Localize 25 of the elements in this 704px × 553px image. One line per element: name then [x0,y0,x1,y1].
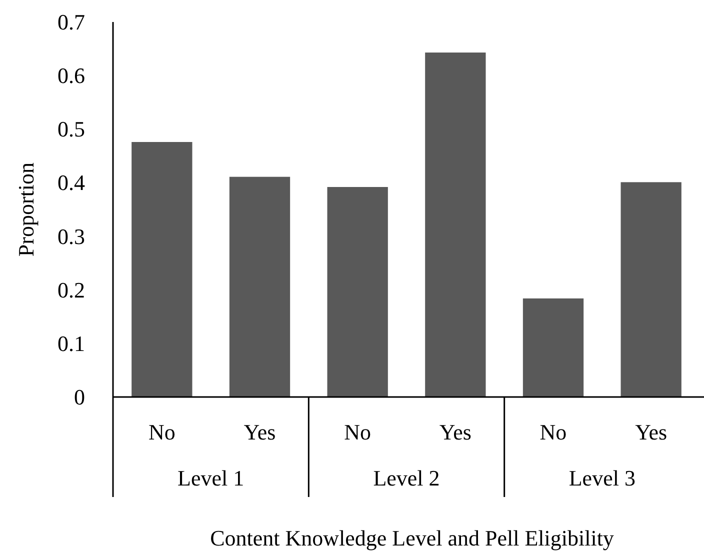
x-tick-label: Yes [244,420,276,444]
y-axis-title: Proportion [14,162,38,257]
x-tick-label: No [540,420,567,444]
text: Level 2 [373,466,440,490]
x-tick-label: Yes [439,420,472,444]
x-tick-label: No [148,420,176,444]
bar [132,142,192,397]
bar [327,187,388,397]
x-tick-label: No [344,420,372,444]
bar [620,182,682,397]
bar [522,298,584,397]
text: Level 1 [178,466,244,490]
x-axis-title: Content Knowledge Level and Pell Eligibility [210,526,614,550]
y-tick-label: 0.4 [58,170,85,196]
y-tick-label: 0.7 [58,10,85,34]
bar [425,52,486,397]
y-tick-label: 0.6 [58,63,85,88]
y-tick-label: 0.2 [58,277,85,302]
y-tick-label: 0.1 [58,330,85,356]
text: Level 3 [568,466,636,490]
bar [229,176,290,397]
y-tick-label: 0.5 [58,116,85,142]
x-tick-label: Yes [635,420,668,444]
y-tick-label: 0.3 [58,224,85,249]
y-tick-label: 0 [74,384,85,410]
